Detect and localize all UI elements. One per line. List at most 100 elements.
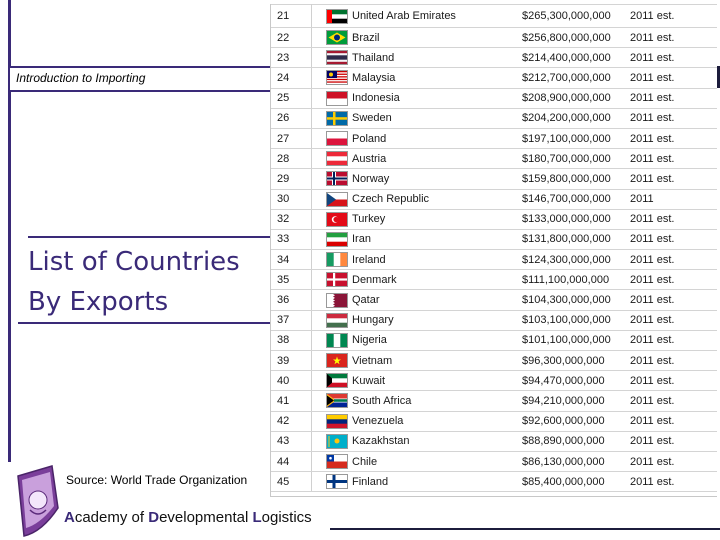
south-africa-flag-icon [326, 393, 348, 409]
venezuela-flag-icon [326, 413, 348, 429]
rank-cell: 28 [271, 148, 312, 170]
flag-cell [311, 390, 348, 412]
table-row: 21 United Arab Emirates $265,300,000,000 20… [271, 4, 717, 28]
export-value-cell: $133,000,000,000 [522, 209, 622, 230]
year-cell: 2011 est. [622, 411, 717, 432]
country-cell: Sweden [348, 108, 522, 129]
table-row: 27 Poland $197,100,000,000 2011 est. [271, 128, 717, 150]
rank-cell: 39 [271, 350, 312, 372]
footer-word-developmental: evelopmental [159, 509, 253, 526]
country-cell: South Africa [348, 390, 522, 412]
kuwait-flag-icon [326, 373, 348, 389]
country-cell: Norway [348, 168, 522, 190]
country-cell: Chile [348, 451, 522, 473]
flag-cell [311, 209, 348, 230]
export-value-cell: $85,400,000,000 [522, 471, 622, 493]
flag-cell [311, 269, 348, 291]
hungary-flag-icon [326, 312, 348, 328]
export-value-cell: $96,300,000,000 [522, 350, 622, 372]
year-cell: 2011 est. [622, 168, 717, 190]
country-cell: Turkey [348, 209, 522, 230]
footer-word-academy: cademy of [74, 509, 149, 526]
country-cell: Austria [348, 148, 522, 170]
country-cell: Vietnam [348, 350, 522, 372]
nigeria-flag-icon [326, 332, 348, 348]
flag-cell [311, 27, 348, 49]
chile-flag-icon [326, 454, 348, 470]
iran-flag-icon [326, 231, 348, 247]
indonesia-flag-icon [326, 90, 348, 106]
section-header-bar: Introduction to Importing [10, 66, 270, 92]
flag-cell [311, 67, 348, 89]
country-cell: Iran [348, 229, 522, 251]
rank-cell: 44 [271, 451, 312, 473]
table-row: 22 Brazil $256,800,000,000 2011 est. [271, 27, 717, 49]
slide-title-line2: By Exports [28, 287, 169, 317]
academy-logo-icon [17, 465, 59, 537]
footer-rule [330, 528, 720, 530]
year-cell: 2011 est. [622, 471, 717, 493]
rank-cell: 24 [271, 67, 312, 89]
rank-cell: 38 [271, 330, 312, 352]
table-row: 33 Iran $131,800,000,000 2011 est. [271, 229, 717, 251]
export-value-cell: $197,100,000,000 [522, 128, 622, 150]
year-cell: 2011 est. [622, 370, 717, 392]
flag-cell [311, 47, 348, 69]
source-note: Source: World Trade Organization [66, 473, 248, 487]
flag-cell [311, 148, 348, 170]
finland-flag-icon [326, 474, 348, 490]
country-cell: Kuwait [348, 370, 522, 392]
flag-cell [311, 370, 348, 392]
rank-cell: 34 [271, 249, 312, 271]
flag-cell [311, 350, 348, 372]
year-cell: 2011 est. [622, 88, 717, 109]
poland-flag-icon [326, 131, 348, 147]
year-cell: 2011 est. [622, 269, 717, 291]
country-cell: Kazakhstan [348, 431, 522, 452]
malaysia-flag-icon [326, 70, 348, 86]
table-row: 44 Chile $86,130,000,000 2011 est. [271, 451, 717, 473]
vietnam-flag-icon [326, 353, 348, 369]
year-cell: 2011 est. [622, 108, 717, 129]
kazakhstan-flag-icon [326, 433, 348, 449]
flag-cell [311, 451, 348, 473]
rank-cell: 41 [271, 390, 312, 412]
flag-cell [311, 471, 348, 493]
export-value-cell: $104,300,000,000 [522, 289, 622, 311]
country-cell: Qatar [348, 289, 522, 311]
table-row: 34 Ireland $124,300,000,000 2011 est. [271, 249, 717, 271]
rank-cell: 36 [271, 289, 312, 311]
turkey-flag-icon [326, 211, 348, 227]
left-accent-rule [8, 0, 11, 462]
table-row: 40 Kuwait $94,470,000,000 2011 est. [271, 370, 717, 392]
exports-table-body: 21 United Arab Emirates $265,300,000,000 20… [271, 4, 717, 493]
rank-cell: 32 [271, 209, 312, 230]
norway-flag-icon [326, 171, 348, 187]
rank-cell: 35 [271, 269, 312, 291]
table-row: 24 Malaysia $212,700,000,000 2011 est. [271, 67, 717, 89]
year-cell: 2011 est. [622, 249, 717, 271]
rank-cell: 45 [271, 471, 312, 493]
flag-cell [311, 411, 348, 432]
export-value-cell: $131,800,000,000 [522, 229, 622, 251]
slide-title-line1: List of Countries [28, 247, 240, 277]
year-cell: 2011 est. [622, 350, 717, 372]
rank-cell: 21 [271, 4, 312, 28]
country-cell: Denmark [348, 269, 522, 291]
year-cell: 2011 est. [622, 229, 717, 251]
export-value-cell: $256,800,000,000 [522, 27, 622, 49]
country-cell: Brazil [348, 27, 522, 49]
country-cell: Malaysia [348, 67, 522, 89]
austria-flag-icon [326, 151, 348, 167]
section-label: Introduction to Importing [16, 71, 146, 85]
rank-cell: 23 [271, 47, 312, 69]
table-row: 29 Norway $159,800,000,000 2011 est. [271, 168, 717, 190]
footer-word-logistics: ogistics [261, 509, 312, 526]
export-value-cell: $146,700,000,000 [522, 189, 622, 210]
year-cell: 2011 est. [622, 67, 717, 89]
czech-flag-icon [326, 191, 348, 207]
export-value-cell: $94,470,000,000 [522, 370, 622, 392]
year-cell: 2011 est. [622, 209, 717, 230]
ireland-flag-icon [326, 252, 348, 268]
year-cell: 2011 est. [622, 330, 717, 352]
